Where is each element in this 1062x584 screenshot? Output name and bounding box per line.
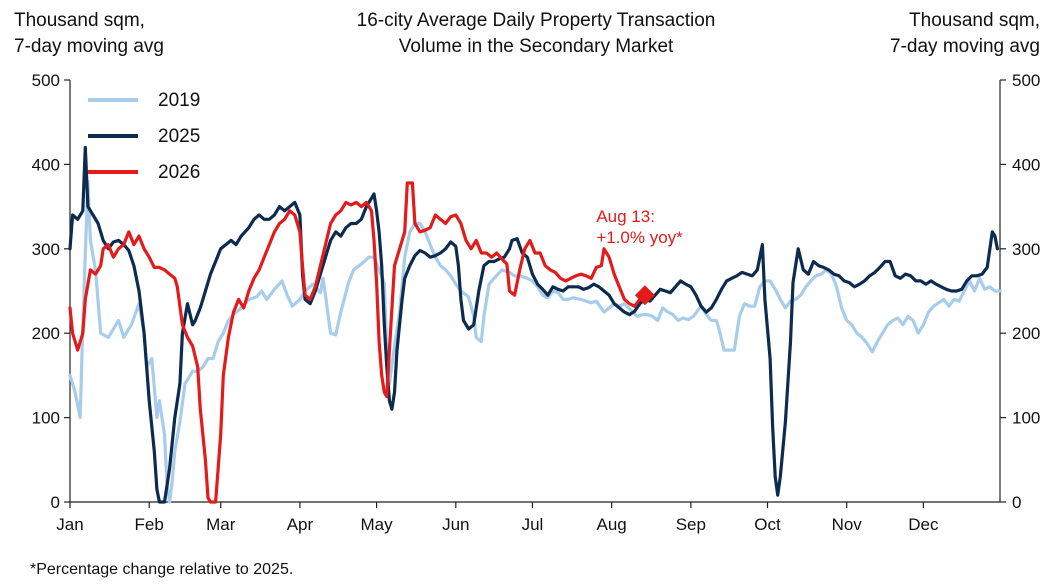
- right-ytick-label-500: 500: [1012, 71, 1040, 90]
- left-ytick-label-0: 0: [51, 493, 60, 512]
- right-ytick-label-400: 400: [1012, 155, 1040, 174]
- annotation-line-2: +1.0% yoy*: [596, 228, 683, 247]
- plot-area: 0 0 100 100 200 200 300 300 400 400 500 500 Jan Feb Ma…: [32, 71, 1041, 534]
- xtick-label-jan: Jan: [56, 515, 83, 534]
- xtick-label-aug: Aug: [597, 515, 627, 534]
- xtick-label-sep: Sep: [676, 515, 706, 534]
- xtick-label-nov: Nov: [832, 515, 863, 534]
- left-ytick-label-500: 500: [32, 71, 60, 90]
- left-ylabel-line-1: Thousand sqm,: [14, 10, 145, 31]
- series-line-2025: [68, 145, 999, 504]
- series-line-2026: [68, 181, 647, 504]
- left-ylabel-line-2: 7-day moving avg: [14, 36, 164, 57]
- left-ytick-label-300: 300: [32, 240, 60, 259]
- chart-title-line-2: Volume in the Secondary Market: [399, 36, 674, 57]
- xtick-label-feb: Feb: [135, 515, 164, 534]
- legend-label-2019: 2019: [158, 90, 200, 111]
- xtick-label-jul: Jul: [522, 515, 544, 534]
- left-ytick-label-200: 200: [32, 324, 60, 343]
- right-ytick-label-100: 100: [1012, 409, 1040, 428]
- xtick-label-dec: Dec: [908, 515, 939, 534]
- right-ytick-label-300: 300: [1012, 240, 1040, 259]
- series-line-2019: [68, 179, 1002, 504]
- legend-label-2026: 2026: [158, 162, 200, 183]
- footnote: *Percentage change relative to 2025.: [30, 561, 293, 578]
- latest-value-marker: [634, 285, 655, 306]
- annotation-line-1: Aug 13:: [596, 207, 655, 226]
- xtick-label-mar: Mar: [206, 515, 236, 534]
- right-ylabel-line-1: Thousand sqm,: [909, 10, 1040, 31]
- xtick-label-may: May: [361, 515, 394, 534]
- left-ytick-label-100: 100: [32, 409, 60, 428]
- right-ytick-label-0: 0: [1012, 493, 1021, 512]
- left-ytick-label-400: 400: [32, 155, 60, 174]
- xtick-label-oct: Oct: [754, 515, 781, 534]
- legend-label-2025: 2025: [158, 126, 200, 147]
- xtick-label-apr: Apr: [287, 515, 314, 534]
- right-ylabel-line-2: 7-day moving avg: [890, 36, 1040, 57]
- xtick-label-jun: Jun: [442, 515, 469, 534]
- chart-title-line-1: 16-city Average Daily Property Transacti…: [357, 10, 716, 31]
- right-ytick-label-200: 200: [1012, 324, 1040, 343]
